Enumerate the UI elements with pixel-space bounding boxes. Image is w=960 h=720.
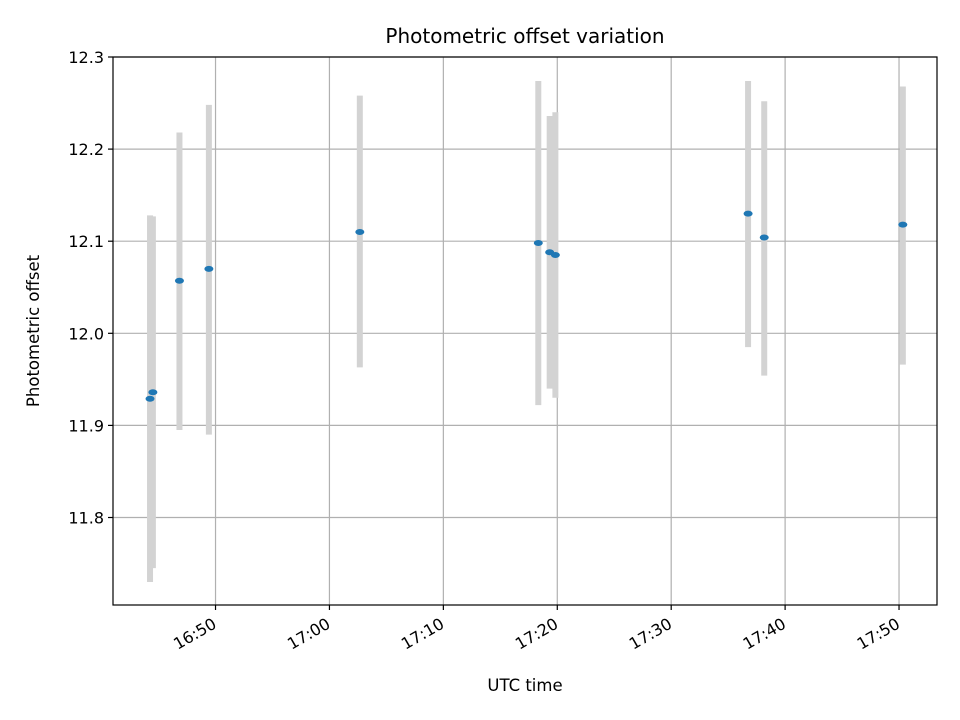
data-point	[174, 277, 184, 284]
data-point	[204, 265, 214, 272]
y-tick-label: 12.2	[68, 140, 104, 159]
data-point	[145, 395, 155, 402]
plot-frame	[112, 56, 938, 606]
data-point	[550, 252, 560, 259]
data-point	[355, 228, 365, 235]
y-tick-label: 11.9	[68, 416, 104, 435]
y-tick-label: 12.1	[68, 232, 104, 251]
data-point	[743, 210, 753, 217]
y-tick-label: 11.8	[68, 509, 104, 528]
data-point	[148, 389, 158, 396]
y-tick-label: 12.0	[68, 324, 104, 343]
data-point	[533, 240, 543, 247]
y-axis-label: Photometric offset	[24, 254, 43, 407]
y-axis-ticks: 11.8 11.9 12.0 12.1 12.2 12.3	[68, 48, 113, 528]
y-tick-label: 12.3	[68, 48, 104, 67]
chart-title: Photometric offset variation	[385, 24, 664, 48]
data-points	[145, 210, 908, 402]
data-point	[898, 221, 908, 228]
data-point	[759, 234, 769, 241]
x-axis-label: UTC time	[487, 676, 562, 695]
